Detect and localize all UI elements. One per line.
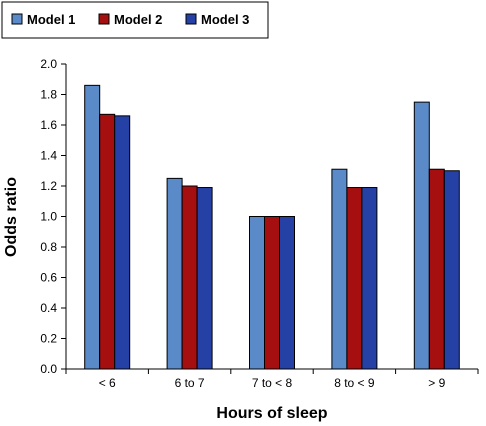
bar-model-2-4: [346, 187, 363, 370]
y-tick-label: 0.4: [40, 301, 57, 315]
legend-swatch: [11, 13, 23, 25]
y-tick-label: 1.0: [40, 210, 57, 224]
plot-area: 0.0 0.2 0.4 0.6 0.8 1.0 1.2 1.4 1.6 1.8 2.0 < 6 6 t…: [40, 57, 479, 390]
y-tick-label: 0.8: [40, 240, 57, 254]
bar-model-2-5: [428, 168, 445, 370]
y-axis-title: Odds ratio: [3, 177, 20, 257]
x-tick-label: > 9: [428, 376, 445, 390]
y-tick-label: 1.4: [40, 149, 57, 163]
bar-model-1-2: [166, 177, 183, 370]
x-tick-label: 7 to < 8: [252, 376, 293, 390]
legend-label: Model 3: [201, 12, 249, 27]
legend-label: Model 2: [114, 12, 162, 27]
bar-model-3-1: [114, 115, 131, 370]
bar-model-1-3: [249, 216, 265, 370]
bar-model-3-5: [443, 170, 460, 370]
y-tick-label: 0.6: [40, 271, 57, 285]
bar-model-2-3: [264, 216, 280, 370]
legend: Model 1 Model 2 Model 3: [1, 1, 269, 39]
y-tick-label: 2.0: [40, 57, 57, 71]
x-tick-label: 8 to < 9: [334, 376, 375, 390]
y-tick-label: 0.2: [40, 332, 57, 346]
legend-swatch: [98, 13, 110, 25]
bar-model-3-3: [279, 216, 295, 370]
x-tick-label: 6 to 7: [175, 376, 205, 390]
legend-label: Model 1: [27, 12, 75, 27]
x-tick-label: < 6: [99, 376, 116, 390]
bar-model-2-2: [181, 185, 198, 370]
y-tick-label: 1.8: [40, 88, 57, 102]
bar-model-1-4: [331, 168, 348, 370]
bar-model-2-1: [99, 113, 116, 370]
y-tick-label: 0.0: [40, 362, 57, 376]
bar-model-1-5: [413, 101, 430, 370]
x-axis-title: Hours of sleep: [216, 405, 327, 422]
bar-model-3-2: [196, 187, 213, 370]
y-tick-label: 1.6: [40, 118, 57, 132]
legend-box: [1, 1, 269, 39]
legend-swatch: [185, 13, 197, 25]
bar-model-1-1: [84, 84, 101, 370]
y-tick-label: 1.2: [40, 179, 57, 193]
bar-model-3-4: [361, 187, 378, 370]
